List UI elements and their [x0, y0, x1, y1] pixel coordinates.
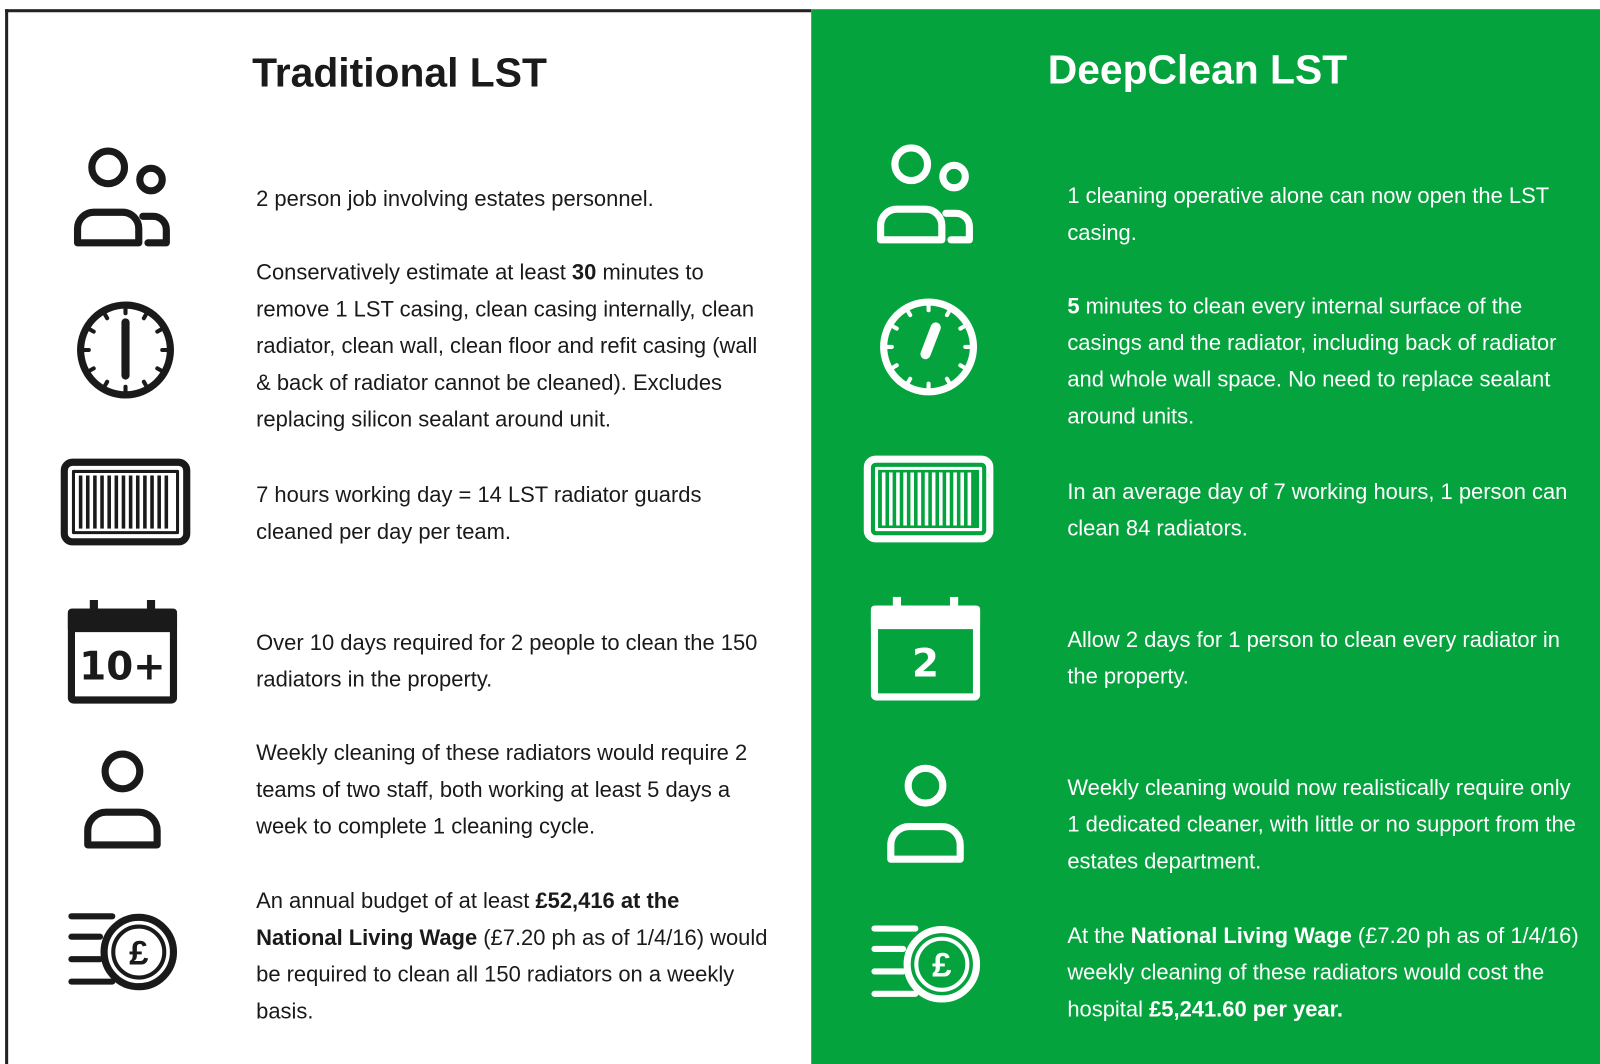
- text-run: 1 cleaning operative alone can now open …: [1067, 183, 1549, 245]
- icon-shape: [890, 363, 899, 370]
- icon-coin: £: [68, 913, 178, 991]
- icon-shape: [891, 144, 932, 185]
- icon-clock: [77, 301, 174, 399]
- icon-shape: [958, 323, 967, 331]
- icon-shape: [958, 363, 967, 370]
- text-run: Weekly cleaning of these radiators would…: [256, 740, 748, 839]
- icon-shape: [89, 599, 98, 621]
- text-run: minutes to clean every internal surface …: [1067, 293, 1557, 429]
- icon-calendar: 10+: [67, 599, 178, 704]
- icon-shape: [155, 327, 164, 334]
- icon-shape: [100, 913, 178, 991]
- icon-shape: [944, 376, 952, 386]
- text-run: In an average day of 7 working hours, 1 …: [1067, 479, 1568, 541]
- text-run: (£7.20 ph as of 1/4/16) would be require…: [256, 925, 768, 1024]
- icon-shape: [949, 596, 959, 618]
- row-text: 5 minutes to clean every internal surfac…: [1067, 288, 1582, 435]
- row-text: An annual budget of at least £52,416 at …: [256, 883, 771, 1030]
- icon-shape: [102, 379, 110, 389]
- text-run: Allow 2 days for 1 person to clean every…: [1067, 627, 1561, 689]
- icon-shape: [155, 366, 164, 373]
- row-text: Conservatively estimate at least 30 minu…: [256, 254, 771, 438]
- bold-run: £52,416 at the National Living Wage: [256, 888, 680, 950]
- icon-shape: [892, 596, 902, 618]
- icon-person: [84, 750, 161, 849]
- panel-title: Traditional LST: [252, 51, 547, 96]
- text-run: (£7.20 ph as of 1/4/16) weekly cleaning …: [1067, 923, 1579, 1022]
- row-text: Over 10 days required for 2 people to cl…: [256, 624, 771, 697]
- icon-shape: [84, 808, 161, 849]
- icon-clock: [880, 298, 978, 396]
- row-text: Weekly cleaning of these radiators would…: [256, 735, 771, 845]
- icon-shape: [141, 311, 149, 321]
- icon-shape: [136, 164, 166, 195]
- deepclean-panel: DeepClean LST 1 cleaning operative alone…: [811, 9, 1600, 1064]
- text-run: 7 hours working day = 14 LST radiator gu…: [256, 482, 702, 544]
- row-text: At the National Living Wage (£7.20 ph as…: [1067, 917, 1582, 1027]
- icon-label: 2: [912, 642, 939, 687]
- icon-shape: [146, 599, 156, 621]
- icon-label: £: [129, 934, 148, 972]
- icon-calendar: 2: [870, 596, 981, 701]
- icon-shape: [874, 466, 983, 532]
- bold-run: 30: [571, 260, 597, 285]
- text-run: Over 10 days required for 2 people to cl…: [256, 630, 758, 692]
- text-run: 2 person job involving estates personnel…: [256, 186, 654, 212]
- icon-shape: [944, 308, 952, 318]
- icon-people: [73, 147, 170, 247]
- icon-label: 10+: [79, 645, 165, 690]
- icon-shape: [905, 308, 913, 318]
- icon-label: £: [932, 947, 951, 985]
- bold-run: 5: [1067, 293, 1080, 319]
- icon-shape: [101, 750, 144, 793]
- row-text: Allow 2 days for 1 person to clean every…: [1067, 621, 1582, 694]
- bold-run: National Living Wage: [1130, 923, 1352, 948]
- icon-radiator: [60, 458, 191, 546]
- icon-shape: [88, 147, 129, 188]
- icon-shape: [71, 469, 180, 535]
- icon-shape: [939, 161, 969, 192]
- icon-shape: [905, 376, 913, 386]
- icon-shape: [77, 301, 174, 399]
- icon-shape: [863, 455, 994, 543]
- row-text: 1 cleaning operative alone can now open …: [1067, 178, 1582, 251]
- bold-run: £5,241.60 per year.: [1149, 996, 1344, 1022]
- icon-shape: [67, 608, 178, 633]
- row-text: 2 person job involving estates personnel…: [256, 181, 771, 218]
- traditional-panel: Traditional LST 2 person job involving e…: [5, 9, 812, 1064]
- icon-shape: [914, 936, 970, 992]
- text-run: Conservatively estimate at least: [256, 260, 572, 285]
- icon-shape: [111, 924, 167, 980]
- panel-title: DeepClean LST: [1047, 47, 1348, 93]
- icon-shape: [87, 366, 96, 373]
- text-run: An annual budget of at least: [256, 888, 536, 914]
- icon-shape: [903, 926, 981, 1003]
- icon-shape: [141, 379, 149, 389]
- icon-person: [887, 764, 964, 863]
- icon-shape: [73, 208, 143, 247]
- icon-shape: [890, 323, 899, 331]
- row-text: Weekly cleaning would now realistically …: [1067, 769, 1582, 879]
- icon-coin: £: [871, 925, 981, 1003]
- icon-people: [877, 144, 973, 244]
- icon-shape: [870, 605, 981, 630]
- icon-shape: [942, 209, 973, 244]
- icon-shape: [920, 322, 941, 360]
- icon-shape: [139, 212, 170, 247]
- icon-shape: [877, 205, 946, 244]
- row-text: 7 hours working day = 14 LST radiator gu…: [256, 477, 771, 550]
- row-text: In an average day of 7 working hours, 1 …: [1067, 473, 1582, 546]
- icon-shape: [887, 822, 964, 863]
- text-run: minutes to remove 1 LST casing, clean ca…: [256, 260, 758, 432]
- icon-shape: [904, 764, 947, 807]
- icon-shape: [880, 298, 978, 396]
- text-run: Weekly cleaning would now realistically …: [1067, 775, 1576, 874]
- icon-radiator: [863, 455, 994, 543]
- icon-shape: [102, 311, 110, 321]
- icon-shape: [60, 458, 191, 546]
- text-run: At the: [1067, 923, 1131, 948]
- icon-shape: [87, 327, 96, 334]
